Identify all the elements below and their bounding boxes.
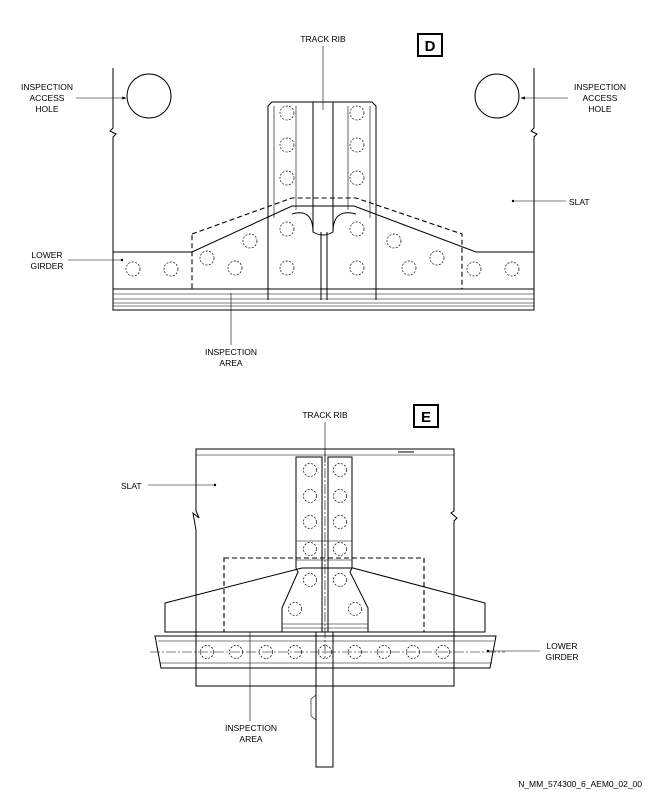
track-rib-e-tab	[310, 694, 317, 721]
fastener	[242, 233, 258, 249]
track-rib-e-stem	[315, 632, 334, 768]
fastener	[303, 542, 317, 556]
fastener	[229, 645, 243, 659]
track-rib-fillet	[291, 212, 357, 236]
view-e-track-rib-label: TRACK RIB	[302, 410, 348, 420]
fastener	[279, 260, 295, 276]
label-line: AREA	[219, 358, 242, 368]
view-d-inspection-area-label: INSPECTION AREA	[205, 347, 257, 368]
label-line: ACCESS	[30, 93, 65, 103]
view-e-slat-leader-dot	[213, 483, 217, 487]
label-line: INSPECTION	[225, 723, 277, 733]
fastener	[333, 573, 347, 587]
fastener	[349, 105, 365, 121]
fastener	[349, 170, 365, 186]
fastener	[349, 221, 365, 237]
view-d: D	[21, 33, 626, 368]
label-line: LOWER	[546, 641, 577, 651]
fastener	[279, 221, 295, 237]
view-d-slat-label: SLAT	[569, 197, 590, 207]
track-rib-outline	[267, 101, 377, 300]
fastener	[386, 233, 402, 249]
fastener	[406, 645, 420, 659]
fasteners-view-e	[200, 463, 450, 659]
inspection-area-d	[191, 197, 463, 290]
label-line: AREA	[239, 734, 262, 744]
fastener	[377, 645, 391, 659]
fastener	[163, 261, 179, 277]
view-d-slat-leader-dot	[511, 199, 515, 203]
inspection-access-hole-left	[126, 73, 172, 119]
lower-girder-e-outline	[164, 567, 486, 633]
fastener	[199, 250, 215, 266]
fastener	[436, 645, 450, 659]
figure-id: N_MM_574300_6_AEM0_02_00	[518, 779, 642, 789]
slat-right-edge	[530, 68, 538, 252]
fastener	[303, 573, 317, 587]
fastener	[333, 463, 347, 477]
fastener	[303, 515, 317, 529]
view-e-lower-girder-leader-dot	[486, 649, 490, 653]
fastener	[348, 602, 362, 616]
lower-girder-outline	[112, 205, 535, 311]
label-line: INSPECTION	[205, 347, 257, 357]
lower-girder-e-flange	[154, 635, 497, 669]
track-rib-e-right	[327, 456, 369, 633]
fastener	[279, 105, 295, 121]
view-d-lower-girder-leader-dot	[120, 258, 124, 262]
fastener	[466, 261, 482, 277]
view-d-track-rib-label: TRACK RIB	[300, 34, 346, 44]
fastener	[333, 489, 347, 503]
label-line: LOWER	[31, 250, 62, 260]
view-e: E	[121, 404, 579, 768]
slat-panel-outline	[192, 448, 458, 687]
fastener	[504, 261, 520, 277]
view-d-letter: D	[425, 38, 436, 55]
fastener	[348, 645, 362, 659]
fasteners-view-d	[125, 105, 520, 277]
fastener	[333, 515, 347, 529]
fastener	[227, 260, 243, 276]
view-d-letter-box	[417, 33, 443, 57]
inspection-area-e	[223, 557, 425, 633]
view-e-inspection-area-label: INSPECTION AREA	[225, 723, 277, 744]
fastener	[279, 137, 295, 153]
label-line: GIRDER	[545, 652, 578, 662]
fastener	[318, 645, 332, 659]
fastener	[200, 645, 214, 659]
fastener	[279, 170, 295, 186]
track-rib-e-left	[281, 456, 323, 633]
view-e-lower-girder-label: LOWER GIRDER	[545, 641, 578, 662]
slat-left-edge	[109, 68, 117, 252]
view-e-slat-label: SLAT	[121, 481, 142, 491]
fastener	[303, 463, 317, 477]
fastener	[401, 260, 417, 276]
label-line: HOLE	[588, 104, 611, 114]
fastener	[349, 260, 365, 276]
label-line: HOLE	[35, 104, 58, 114]
label-line: INSPECTION	[21, 82, 73, 92]
view-e-letter: E	[421, 409, 431, 426]
fastener	[349, 137, 365, 153]
view-d-lower-girder-label: LOWER GIRDER	[30, 250, 63, 271]
label-line: ACCESS	[583, 93, 618, 103]
fastener	[333, 542, 347, 556]
fastener	[259, 645, 273, 659]
label-line: GIRDER	[30, 261, 63, 271]
view-e-letter-box	[413, 404, 439, 428]
view-d-hole-right-label: INSPECTION ACCESS HOLE	[574, 82, 626, 114]
view-d-hole-left-label: INSPECTION ACCESS HOLE	[21, 82, 73, 114]
fastener	[429, 250, 445, 266]
fastener	[303, 489, 317, 503]
fastener	[288, 602, 302, 616]
label-line: INSPECTION	[574, 82, 626, 92]
inspection-access-hole-right	[474, 73, 520, 119]
fastener	[288, 645, 302, 659]
fastener	[125, 261, 141, 277]
